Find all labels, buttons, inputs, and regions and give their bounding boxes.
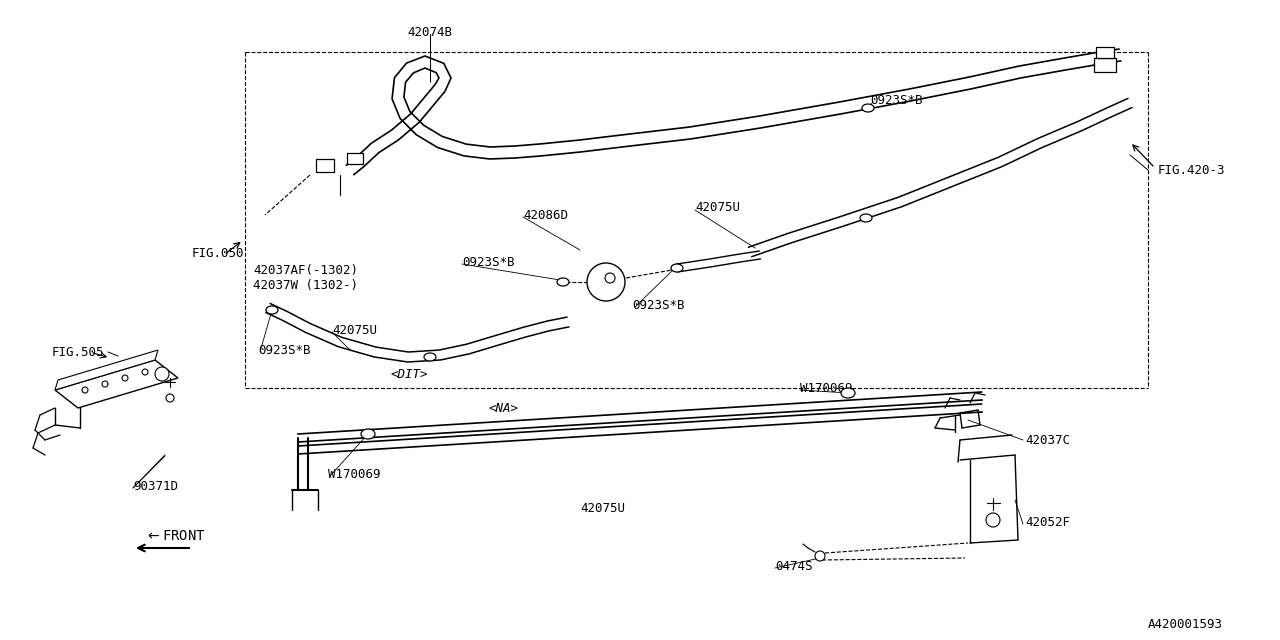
Text: 42075U: 42075U [332,323,378,337]
Text: 42074B: 42074B [407,26,453,38]
Circle shape [102,381,108,387]
Text: 0923S*B: 0923S*B [632,298,685,312]
Bar [1094,58,1116,72]
Text: 42037AF(-1302): 42037AF(-1302) [253,264,358,276]
Text: W170069: W170069 [800,381,852,394]
Circle shape [122,375,128,381]
Text: 90371D: 90371D [133,479,178,493]
Polygon shape [55,360,178,408]
Ellipse shape [424,353,436,361]
Circle shape [82,387,88,393]
Text: 0923S*B: 0923S*B [259,344,311,356]
Circle shape [815,551,826,561]
Circle shape [155,367,169,381]
Text: 42037W (1302-): 42037W (1302-) [253,278,358,291]
Text: 0474S: 0474S [774,559,813,573]
Bar [316,159,334,172]
Text: 42086D: 42086D [524,209,568,221]
Bar [347,152,364,163]
Circle shape [166,394,174,402]
Text: FIG.050: FIG.050 [192,246,244,259]
Ellipse shape [361,429,375,439]
Text: 42037C: 42037C [1025,433,1070,447]
Circle shape [142,369,148,375]
Text: FIG.420-3: FIG.420-3 [1158,163,1225,177]
Text: 42052F: 42052F [1025,515,1070,529]
Text: <NA>: <NA> [488,401,518,415]
Text: 42075U: 42075U [695,200,740,214]
Text: W170069: W170069 [328,467,380,481]
Ellipse shape [671,264,684,272]
Polygon shape [55,350,157,390]
Ellipse shape [841,388,855,398]
Text: A420001593: A420001593 [1148,618,1222,630]
Ellipse shape [860,214,872,222]
Ellipse shape [557,278,570,286]
Ellipse shape [861,104,874,112]
Ellipse shape [266,306,278,314]
Text: 0923S*B: 0923S*B [870,93,923,106]
Text: <DIT>: <DIT> [390,367,428,381]
Text: 0923S*B: 0923S*B [462,255,515,269]
Text: $\leftarrow$FRONT: $\leftarrow$FRONT [145,529,205,543]
Text: FIG.505: FIG.505 [52,346,105,358]
Circle shape [588,263,625,301]
Circle shape [986,513,1000,527]
Circle shape [605,273,614,283]
Text: 42075U: 42075U [580,502,625,515]
Bar [1096,47,1114,58]
